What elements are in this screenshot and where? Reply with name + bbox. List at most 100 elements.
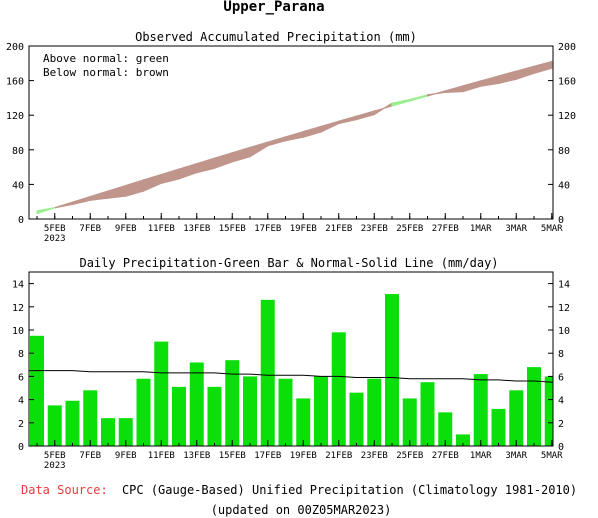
daily-x-axis: 5FEB 7FEB 9FEB 11FEB 13FEB 15FEB 17FEB 19FEB 21F… [36,440,563,471]
accumulated-area-segment [462,80,482,93]
daily-precip-bar [385,294,399,446]
normal-daily-line [29,370,554,383]
accumulated-plot-frame [28,45,554,220]
accumulated-area-segment [178,162,198,180]
accumulated-area-segment [391,98,411,107]
daily-ytick-label-left: 14 [12,280,24,291]
daily-y-axis: 0 0 2 2 4 4 6 6 8 8 10 10 12 12 14 14 [12,280,570,453]
daily-precip-bar [438,412,453,446]
data-source-line: Data Source: CPC (Gauge-Based) Unified P… [21,483,577,497]
daily-plot-frame [28,271,554,447]
accumulated-area-segment [409,94,429,102]
accumulated-area-segment [231,146,251,163]
daily-xtick-label: 11FEB [148,451,175,461]
accumulated-chart-title: Observed Accumulated Precipitation (mm) [135,30,417,44]
daily-xtick-label: 9FEB [115,451,137,461]
daily-precip-bar [30,335,44,446]
updated-timestamp: (updated on 00Z05MAR2023) [211,503,392,517]
daily-precip-bar [260,299,275,446]
accumulated-area-segment [267,136,287,147]
daily-precip-bar [101,418,115,446]
accumulated-xtick-label: 25FEB [396,224,423,234]
accumulated-xtick-label: 23FEB [361,224,388,234]
daily-precip-bar [278,378,293,446]
figure-title: Upper_Parana [223,0,324,15]
accumulated-area-segment [284,130,304,142]
accumulated-area-segment [142,173,162,192]
daily-ytick-label-left: 0 [18,442,24,453]
daily-ytick-label-right: 6 [558,372,564,383]
accumulated-area-segment [355,110,375,121]
accumulated-x-axis: 5FEB 7FEB 9FEB 11FEB 13FEB 15FEB 17FEB 19FEB 21F… [36,213,563,244]
accumulated-area-segment [213,152,233,170]
daily-precip-bar [456,434,470,446]
daily-chart-title: Daily Precipitation-Green Bar & Normal-S… [79,256,498,270]
daily-precip-bar [509,390,524,446]
accumulated-area-segment [444,85,464,93]
daily-xtick-label: 1MAR [470,451,492,461]
daily-ytick-label-left: 6 [18,372,24,383]
accumulated-area-segment [533,60,553,75]
daily-ytick-label-right: 4 [558,396,564,407]
daily-ytick-label-right: 14 [558,280,570,291]
daily-xtick-label: 15FEB [219,451,246,461]
accumulated-area-segment [107,184,127,199]
daily-precip-bar [83,390,98,446]
daily-xtick-label: 5MAR [541,451,563,461]
daily-xtick-label: 13FEB [183,451,210,461]
accumulated-area-layer [36,60,553,215]
daily-xtick-label: 21FEB [325,451,352,461]
daily-precip-bar [527,367,541,446]
daily-precipitation-chart: Daily Precipitation-Green Bar & Normal-S… [12,256,570,471]
daily-precip-bar [243,376,257,446]
accumulated-area-segment [480,75,500,87]
daily-precip-bar [296,398,311,446]
accumulated-area-segment [373,102,393,116]
daily-xtick-label: 19FEB [290,451,317,461]
accumulated-area-segment [160,168,180,185]
accumulated-area-segment [515,65,535,81]
legend-above-normal: Above normal: green [43,52,169,65]
daily-xtick-label: 17FEB [254,451,281,461]
accumulated-ytick-label-right: 80 [558,146,570,157]
accumulated-y-axis: 0 0 40 40 80 80 120 120 160 160 200 200 [6,42,576,226]
daily-xtick-label: 7FEB [79,451,101,461]
daily-precip-bar [47,405,62,446]
accumulated-area-segment [36,207,55,215]
accumulated-area-segment [302,125,322,138]
daily-precip-bar [473,374,488,446]
daily-ytick-label-right: 10 [558,326,570,337]
daily-precip-bar [225,360,240,446]
daily-xtick-label: 27FEB [432,451,459,461]
accumulated-area-segment [426,90,446,97]
daily-precip-bar [367,378,382,446]
accumulated-year-label: 2023 [44,234,66,244]
daily-precip-bar [65,400,80,446]
daily-ytick-label-left: 10 [12,326,24,337]
accumulated-area-segment [497,70,517,85]
daily-ytick-label-left: 8 [18,349,24,360]
daily-precip-bar [136,378,151,446]
accumulated-area-segment [89,190,109,201]
daily-precip-bar [189,362,204,446]
accumulated-area-segment [125,179,145,197]
accumulated-xtick-label: 11FEB [148,224,175,234]
accumulated-xtick-label: 7FEB [79,224,101,234]
daily-ytick-label-right: 8 [558,349,564,360]
accumulated-xtick-label: 13FEB [183,224,210,234]
daily-xtick-label: 25FEB [396,451,423,461]
daily-precip-bar [331,332,346,446]
data-source-text: CPC (Gauge-Based) Unified Precipitation … [122,483,577,497]
accumulated-precipitation-chart: Observed Accumulated Precipitation (mm) … [6,30,576,244]
accumulated-ytick-label-left: 0 [18,215,24,226]
accumulated-ytick-label-left: 40 [12,180,24,191]
accumulated-xtick-label: 27FEB [432,224,459,234]
daily-precip-bar [349,392,364,446]
accumulated-xtick-label: 19FEB [290,224,317,234]
daily-precip-bar [154,341,169,446]
accumulated-xtick-label: 17FEB [254,224,281,234]
daily-year-label: 2023 [44,461,66,471]
accumulated-xtick-label: 5FEB [44,224,66,234]
accumulated-xtick-label: 5MAR [541,224,563,234]
